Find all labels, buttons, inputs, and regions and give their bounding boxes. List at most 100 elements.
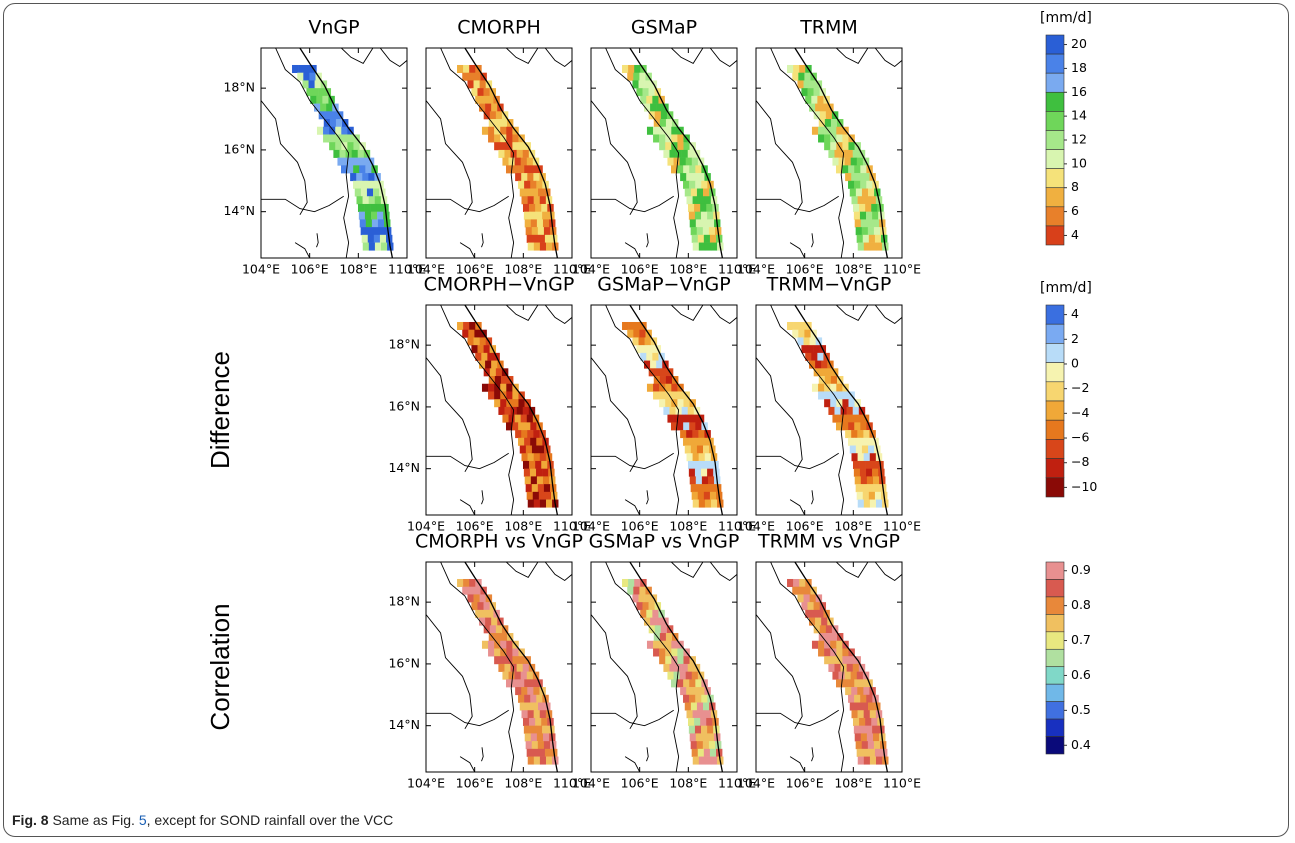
grid-cell [867, 227, 875, 236]
grid-cell [529, 211, 537, 220]
colorbar-label: 10 [1071, 155, 1087, 170]
grid-cell [652, 95, 659, 104]
grid-cell [462, 72, 469, 81]
border-line [459, 499, 476, 515]
border-line [646, 233, 649, 248]
x-tick-label: 108°E [504, 776, 542, 791]
grid-cell [638, 337, 645, 346]
border-line [426, 100, 473, 216]
grid-cell [380, 242, 388, 251]
grid-cell [495, 625, 503, 634]
grid-cell [494, 656, 501, 665]
caption-link[interactable]: 5 [138, 812, 147, 828]
grid-cell [824, 633, 832, 642]
grid-cell [869, 196, 877, 205]
colorbar-label: 14 [1071, 108, 1087, 123]
caption-label: Fig. 8 [12, 812, 49, 828]
border-line [835, 562, 869, 578]
grid-cell [544, 491, 552, 500]
panel-title: VnGP [308, 17, 359, 39]
grid-cell [817, 95, 824, 104]
grid-cell [538, 234, 546, 243]
grid-cell [683, 142, 690, 151]
colorbar-label: 4 [1071, 306, 1079, 321]
grid-cell [846, 149, 854, 158]
x-tick-label: 110°E [388, 262, 426, 277]
border-line [275, 48, 350, 258]
grid-cell [323, 126, 330, 135]
grid-cell [842, 648, 849, 657]
grid-cell [871, 460, 878, 469]
grid-cell [842, 422, 849, 431]
grid-cell [533, 756, 541, 765]
grid-cell [811, 352, 818, 361]
caption: Fig. 8 Same as Fig. 5, except for SOND r… [12, 812, 393, 828]
panel-title: CMORPH [457, 17, 541, 39]
grid-cell [690, 484, 698, 493]
grid-cell [659, 142, 666, 151]
grid-cell [494, 633, 502, 642]
grid-cell [863, 196, 871, 205]
grid-cell [628, 578, 635, 588]
grid-cell [803, 80, 810, 89]
grid-cell [515, 173, 522, 182]
grid-cell [807, 88, 814, 97]
grid-cell [701, 219, 709, 228]
grid-cell [809, 103, 816, 112]
border-line [459, 756, 476, 772]
grid-cell [646, 95, 653, 104]
grid-cell [633, 329, 640, 338]
grid-cell [498, 406, 505, 415]
grid-cell [836, 640, 843, 649]
grid-cell [689, 219, 697, 228]
grid-cell [818, 126, 825, 135]
grid-cell [695, 679, 702, 688]
grid-cell [368, 242, 376, 251]
grid-cell [457, 321, 464, 331]
grid-cell [824, 119, 832, 128]
grid-cell [530, 733, 538, 742]
grid-cell [650, 103, 657, 112]
grid-cell [475, 609, 482, 618]
grid-cell [481, 609, 488, 618]
border-line [591, 614, 638, 730]
grid-cell [869, 499, 877, 508]
border-line [261, 100, 308, 216]
grid-cell [545, 499, 553, 508]
grid-cell [353, 142, 360, 151]
grid-cell [652, 352, 659, 361]
grid-cell [866, 725, 873, 734]
colorbar-label: 0.8 [1071, 597, 1091, 612]
colorbar-swatch [1045, 168, 1065, 189]
grid-cell [845, 173, 852, 182]
grid-cell [857, 430, 864, 439]
grid-cell [469, 64, 476, 74]
grid-cell [494, 383, 501, 392]
grid-cell [702, 741, 710, 750]
grid-cell [815, 103, 822, 112]
grid-cell [694, 460, 701, 469]
map-frame [755, 47, 903, 259]
grid-cell [640, 95, 647, 104]
x-tick-label: 106°E [621, 519, 659, 534]
grid-cell [688, 211, 696, 220]
grid-cell [866, 476, 874, 485]
grid-cell [337, 157, 344, 166]
grid-cell [813, 602, 820, 611]
border-line [756, 614, 803, 730]
grid-cell [704, 499, 712, 508]
grid-cell [483, 345, 490, 354]
grid-cell [859, 203, 866, 212]
grid-cell [297, 72, 304, 81]
grid-cell [473, 594, 480, 603]
grid-cell [479, 360, 486, 369]
grid-cell [524, 422, 531, 431]
grid-cell [656, 360, 663, 369]
grid-cell [302, 80, 309, 89]
map-content [426, 562, 572, 772]
grid-cell [525, 702, 533, 711]
grid-cell [371, 180, 378, 189]
grid-cell [804, 329, 811, 338]
grid-cell [700, 717, 707, 726]
grid-cell [686, 453, 693, 462]
